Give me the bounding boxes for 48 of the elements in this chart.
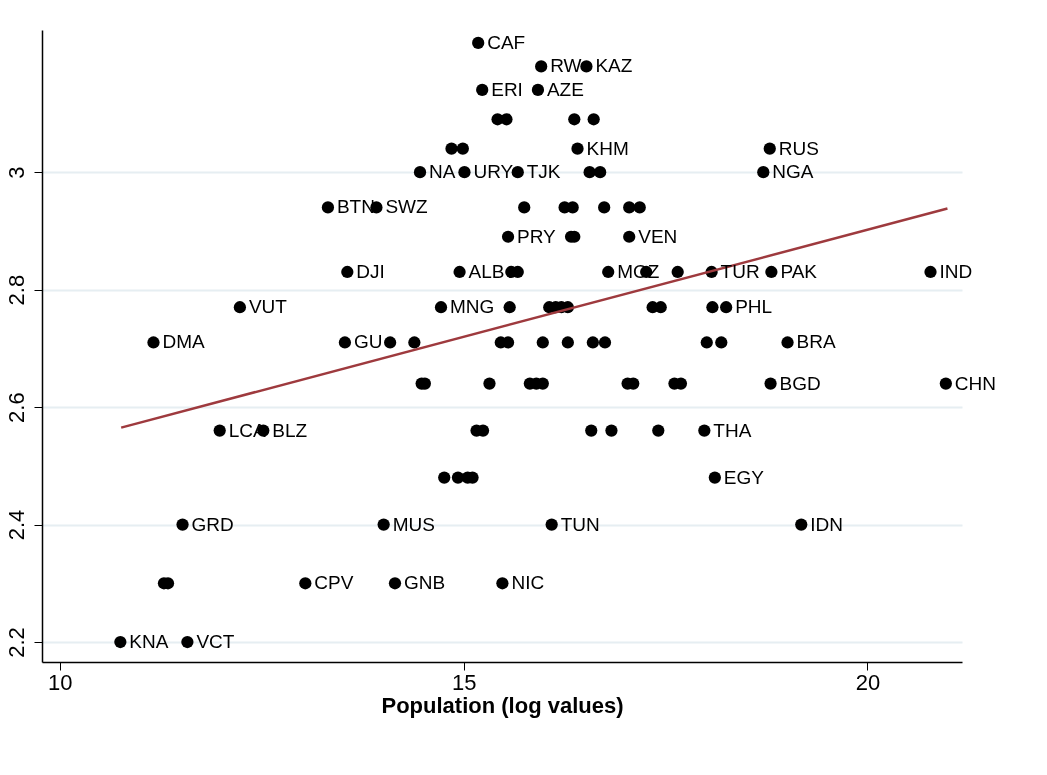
annotation: GU bbox=[353, 331, 383, 353]
annotation: CAF bbox=[487, 31, 526, 53]
annotation: PRY bbox=[517, 225, 557, 247]
annotation: GNB bbox=[403, 572, 446, 594]
annotation: NGA bbox=[772, 161, 814, 183]
annotation: NIC bbox=[511, 572, 545, 594]
x-axis-title: Population (log values) bbox=[381, 692, 624, 718]
annotation: BRA bbox=[796, 331, 836, 353]
annotation: TUN bbox=[560, 513, 600, 535]
y-tick-label: 2.2 bbox=[3, 627, 29, 658]
x-tick-label: 20 bbox=[855, 669, 881, 695]
annotation: KHM bbox=[586, 137, 629, 159]
x-tick-label: 10 bbox=[48, 669, 73, 695]
annotation: RW bbox=[550, 55, 582, 77]
annotation: AZE bbox=[546, 78, 584, 100]
annotation: DMA bbox=[162, 331, 206, 353]
annotation: PHL bbox=[735, 296, 773, 318]
annotation: GRD bbox=[191, 513, 234, 535]
annotation: IND bbox=[939, 260, 973, 282]
annotation: CPV bbox=[314, 572, 354, 594]
annotation: URY bbox=[473, 161, 514, 183]
annotation: TJK bbox=[526, 161, 561, 183]
y-tick-label: 2.8 bbox=[3, 274, 29, 306]
annotation: CHN bbox=[954, 372, 997, 394]
annotation: PAK bbox=[780, 260, 818, 282]
annotation: TUR bbox=[720, 260, 760, 282]
annotation: NA bbox=[429, 161, 456, 183]
annotation: ERI bbox=[491, 78, 523, 100]
annotation: KNA bbox=[129, 631, 169, 653]
y-tick-label: 2.4 bbox=[3, 509, 29, 541]
annotation: VUT bbox=[248, 296, 288, 318]
annotation: THA bbox=[713, 419, 752, 441]
annotation: KAZ bbox=[595, 55, 633, 77]
annotation: DJI bbox=[356, 260, 385, 282]
annotation: MUS bbox=[392, 513, 435, 535]
y-tick-label: 3 bbox=[3, 166, 29, 179]
annotation: EGY bbox=[723, 466, 765, 488]
x-tick-label: 15 bbox=[451, 669, 477, 695]
annotation: IDN bbox=[810, 513, 843, 535]
annotation: BLZ bbox=[272, 419, 308, 441]
annotation: SWZ bbox=[385, 196, 428, 218]
annotation: RUS bbox=[778, 137, 819, 159]
y-tick-label: 2.6 bbox=[3, 392, 29, 423]
annotation: ALB bbox=[468, 260, 505, 282]
annotation: BGD bbox=[779, 372, 821, 394]
annotation: VEN bbox=[638, 225, 678, 247]
annotation: VCT bbox=[196, 631, 235, 653]
annotation: MNG bbox=[450, 296, 495, 318]
